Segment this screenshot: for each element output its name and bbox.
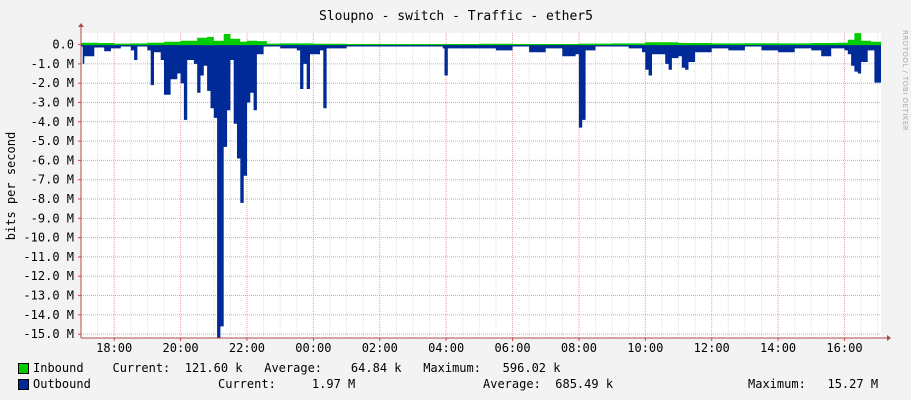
inbound-average-value: 64.84 k (350, 361, 402, 375)
y-tick-label: -1.0 M (31, 57, 74, 71)
x-tick-label: 08:00 (561, 341, 597, 355)
rrdtool-credit: RRDTOOL / TOBI OETIKER (901, 30, 909, 132)
outbound-current-value: 1.97 M (311, 377, 356, 391)
x-tick-label: 12:00 (694, 341, 730, 355)
outbound-average-value: 685.49 k (555, 377, 614, 391)
series-area-inbound (81, 33, 881, 45)
inbound-maximum-value: 596.02 k (502, 361, 561, 375)
x-tick-label: 22:00 (229, 341, 265, 355)
series-area-outbound (81, 44, 881, 338)
y-tick-label: -3.0 M (31, 95, 74, 109)
plot-area: 0.0 -1.0 M -2.0 M -3.0 M -4.0 M -5.0 M -6.0 M -… (23, 23, 891, 355)
inbound-current-key: Current: (112, 361, 171, 375)
x-tick-label: 16:00 (826, 341, 862, 355)
y-axis-arrow (78, 23, 84, 27)
outbound-legend-swatch (18, 379, 29, 390)
y-tick-label: 0.0 (52, 38, 74, 52)
x-tick-label: 20:00 (163, 341, 199, 355)
y-tick-label: -13.0 M (23, 289, 74, 303)
outbound-current-key: Current: (218, 377, 276, 391)
chart-title: Sloupno - switch - Traffic - ether5 (319, 9, 593, 24)
y-tick-label: -6.0 M (31, 153, 74, 167)
x-axis-arrow (887, 335, 891, 341)
x-tick-label: 18:00 (96, 341, 132, 355)
inbound-maximum-key: Maximum: (423, 361, 481, 375)
outbound-maximum-key: Maximum: (748, 377, 806, 391)
y-tick-label: -11.0 M (23, 250, 74, 264)
outbound-average-key: Average: (483, 377, 541, 391)
y-tick-label: -5.0 M (31, 134, 74, 148)
x-tick-label: 02:00 (362, 341, 398, 355)
y-tick-label: -14.0 M (23, 308, 74, 322)
y-tick-label: -2.0 M (31, 76, 74, 90)
x-tick-label: 06:00 (494, 341, 530, 355)
outbound-legend-row: Outbound Current: 1.97 M Average: 685.49 k… (33, 377, 893, 391)
inbound-current-value: 121.60 k (184, 361, 243, 375)
y-axis-label: bits per second (4, 132, 18, 240)
outbound-maximum-value: 15.27 M (827, 377, 879, 391)
y-tick-label: -15.0 M (23, 327, 74, 341)
y-tick-label: -12.0 M (23, 269, 74, 283)
outbound-legend-label: Outbound (33, 377, 91, 391)
x-tick-label: 00:00 (295, 341, 331, 355)
inbound-legend-label: Inbound (33, 361, 84, 375)
y-tick-label: -4.0 M (31, 115, 74, 129)
y-tick-label: -8.0 M (31, 192, 74, 206)
inbound-legend-swatch (18, 363, 29, 374)
y-tick-label: -9.0 M (31, 211, 74, 225)
x-tick-label: 14:00 (760, 341, 796, 355)
x-tick-label: 04:00 (428, 341, 464, 355)
inbound-legend-row: Inbound Current: 121.60 k Average: 64.84… (33, 361, 560, 375)
y-tick-label: -10.0 M (23, 231, 74, 245)
y-tick-label: -7.0 M (31, 173, 74, 187)
inbound-average-key: Average: (264, 361, 323, 375)
x-tick-label: 10:00 (627, 341, 663, 355)
